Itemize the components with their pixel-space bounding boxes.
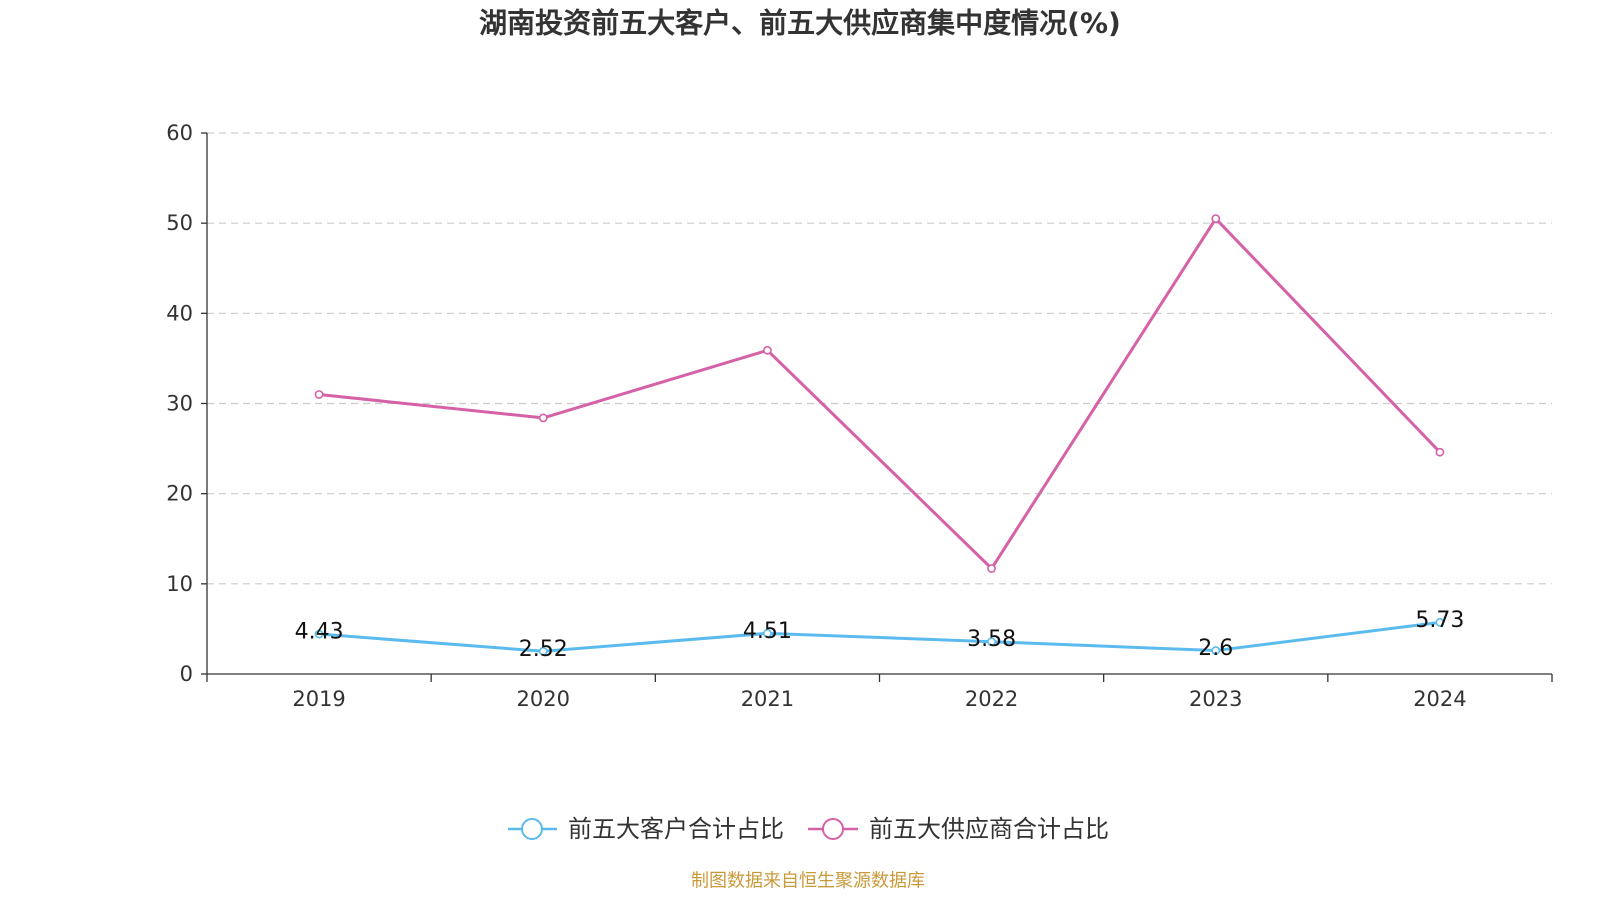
chart-title: 湖南投资前五大客户、前五大供应商集中度情况(%) <box>479 7 1121 40</box>
y-tick-label-0: 0 <box>180 662 193 686</box>
point-top5-customers-2020 <box>538 646 548 656</box>
axes: 0 10 20 30 40 50 60 2019 2020 2021 2022 2023 2024 <box>166 121 1553 711</box>
x-tick-label-2021: 2021 <box>741 687 794 711</box>
series-top5-customers <box>314 617 1445 656</box>
data-label-top5-customers-2019: 4.43 <box>295 620 344 645</box>
point-top5-suppliers-2019 <box>314 390 324 399</box>
data-label-top5-customers-2024: 5.73 <box>1415 608 1464 633</box>
x-tick-label-2024: 2024 <box>1413 687 1466 711</box>
data-label-top5-customers-2021: 4.51 <box>743 619 792 644</box>
legend-label-top5-customers: 前五大客户合计占比 <box>568 815 784 843</box>
y-tick-label-40: 40 <box>166 301 193 325</box>
point-top5-customers-2023 <box>1211 646 1221 655</box>
legend-circle-icon-top5-customers <box>521 818 543 840</box>
data-label-top5-customers-2023: 2.6 <box>1198 636 1233 661</box>
x-tick-label-2023: 2023 <box>1189 687 1242 711</box>
y-tick-label-30: 30 <box>166 392 193 416</box>
point-top5-suppliers-2020 <box>538 413 548 423</box>
legend-circle-icon-top5-suppliers <box>822 818 844 840</box>
x-tick-label-2022: 2022 <box>965 687 1018 711</box>
x-tick-label-2019: 2019 <box>292 687 345 711</box>
series-line-top5-customers <box>317 620 1442 653</box>
gridlines <box>207 132 1552 585</box>
plot-series <box>314 214 1445 656</box>
legend-item-top5-customers[interactable]: 前五大客户合计占比 <box>508 815 784 843</box>
x-tick-label-2020: 2020 <box>517 687 570 711</box>
data-label-top5-customers-2020: 2.52 <box>519 637 568 662</box>
series-line-top5-suppliers <box>317 217 1442 571</box>
y-tick-label-10: 10 <box>166 572 193 596</box>
data-labels: 4.43 2.52 4.51 3.58 2.6 5.73 <box>295 608 1465 662</box>
point-top5-customers-2019 <box>314 629 324 639</box>
point-top5-suppliers-2024 <box>1435 447 1445 457</box>
point-top5-customers-2022 <box>987 637 996 647</box>
y-tick-label-50: 50 <box>166 211 193 235</box>
y-tick-label-60: 60 <box>166 121 193 145</box>
series-top5-suppliers <box>314 214 1445 573</box>
point-top5-suppliers-2021 <box>763 345 772 355</box>
y-tick-label-20: 20 <box>166 482 193 506</box>
source-note: 制图数据来自恒生聚源数据库 <box>691 871 925 892</box>
point-top5-suppliers-2022 <box>987 564 996 573</box>
point-top5-suppliers-2023 <box>1211 214 1221 224</box>
legend: 前五大客户合计占比 前五大供应商合计占比 <box>508 815 1109 843</box>
point-top5-customers-2024 <box>1435 617 1445 627</box>
legend-label-top5-suppliers: 前五大供应商合计占比 <box>869 815 1109 843</box>
legend-item-top5-suppliers[interactable]: 前五大供应商合计占比 <box>808 815 1109 843</box>
data-label-top5-customers-2022: 3.58 <box>967 627 1016 652</box>
point-top5-customers-2021 <box>763 628 772 638</box>
